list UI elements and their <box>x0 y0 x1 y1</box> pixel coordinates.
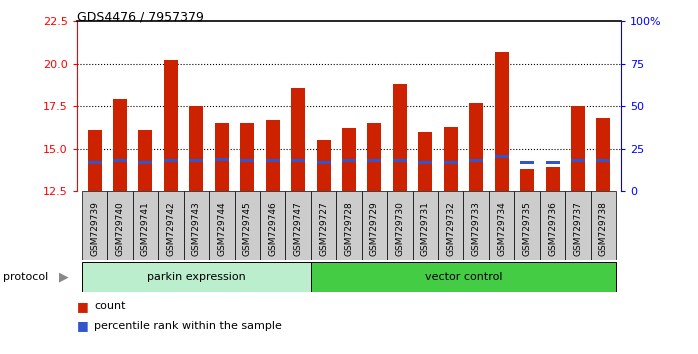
Bar <box>311 262 616 292</box>
Bar <box>184 191 209 260</box>
Bar <box>520 161 534 164</box>
Bar <box>209 191 235 260</box>
Text: GSM729735: GSM729735 <box>523 201 532 256</box>
Text: ■: ■ <box>77 319 89 332</box>
Bar <box>418 132 432 191</box>
Text: GSM729727: GSM729727 <box>319 201 328 256</box>
Bar <box>158 191 184 260</box>
Bar <box>113 159 127 162</box>
Bar <box>138 130 152 191</box>
Text: GSM729737: GSM729737 <box>574 201 582 256</box>
Bar <box>367 123 381 191</box>
Text: protocol: protocol <box>3 272 49 282</box>
Bar <box>367 159 381 162</box>
Bar <box>113 99 127 191</box>
Bar <box>107 191 133 260</box>
Text: GSM729747: GSM729747 <box>294 201 303 256</box>
Bar <box>571 106 585 191</box>
Text: GSM729746: GSM729746 <box>268 201 277 256</box>
Bar <box>260 191 285 260</box>
Text: GSM729730: GSM729730 <box>395 201 404 256</box>
Bar <box>546 167 560 191</box>
Text: GSM729745: GSM729745 <box>243 201 252 256</box>
Text: GSM729744: GSM729744 <box>217 201 226 256</box>
Text: ■: ■ <box>77 300 89 313</box>
Bar <box>138 161 152 164</box>
Text: GSM729741: GSM729741 <box>141 201 150 256</box>
Text: GSM729736: GSM729736 <box>548 201 557 256</box>
Bar <box>317 140 331 191</box>
Bar <box>342 128 356 191</box>
Text: GSM729728: GSM729728 <box>345 201 353 256</box>
Bar <box>87 130 102 191</box>
Bar <box>418 161 432 164</box>
Bar <box>240 123 254 191</box>
Text: GDS4476 / 7957379: GDS4476 / 7957379 <box>77 11 204 24</box>
Bar <box>291 87 305 191</box>
Text: count: count <box>94 301 126 311</box>
Text: GSM729740: GSM729740 <box>116 201 124 256</box>
Text: vector control: vector control <box>425 272 503 282</box>
Bar <box>571 159 585 162</box>
Bar <box>469 159 483 162</box>
Bar <box>133 191 158 260</box>
Bar <box>336 191 362 260</box>
Bar <box>342 159 356 162</box>
Bar <box>438 191 463 260</box>
Bar <box>591 191 616 260</box>
Bar <box>285 191 311 260</box>
Bar <box>520 169 534 191</box>
Bar <box>164 60 178 191</box>
Bar <box>495 52 509 191</box>
Bar <box>393 84 407 191</box>
Bar <box>596 159 611 162</box>
Text: ▶: ▶ <box>59 270 69 283</box>
Text: GSM729732: GSM729732 <box>446 201 455 256</box>
Bar <box>266 120 280 191</box>
Bar <box>546 161 560 164</box>
Bar <box>266 159 280 162</box>
Bar <box>235 191 260 260</box>
Bar <box>240 159 254 162</box>
Bar <box>189 106 203 191</box>
Bar <box>387 191 413 260</box>
Bar <box>215 123 229 191</box>
Bar <box>164 159 178 162</box>
Bar <box>514 191 540 260</box>
Text: GSM729729: GSM729729 <box>370 201 379 256</box>
Bar <box>444 127 458 191</box>
Bar <box>291 159 305 162</box>
Text: GSM729743: GSM729743 <box>192 201 201 256</box>
Bar <box>565 191 591 260</box>
Bar <box>489 191 514 260</box>
Bar <box>463 191 489 260</box>
Text: GSM729739: GSM729739 <box>90 201 99 256</box>
Bar <box>444 161 458 164</box>
Bar <box>596 118 611 191</box>
Bar <box>189 159 203 162</box>
Text: GSM729738: GSM729738 <box>599 201 608 256</box>
Bar <box>362 191 387 260</box>
Text: GSM729733: GSM729733 <box>472 201 481 256</box>
Bar <box>317 161 331 164</box>
Text: parkin expression: parkin expression <box>147 272 246 282</box>
Text: percentile rank within the sample: percentile rank within the sample <box>94 321 282 331</box>
Bar <box>311 191 336 260</box>
Text: GSM729734: GSM729734 <box>497 201 506 256</box>
Bar <box>87 161 102 164</box>
Bar <box>469 103 483 191</box>
Bar <box>393 159 407 162</box>
Bar <box>540 191 565 260</box>
Bar <box>82 262 311 292</box>
Bar <box>82 191 107 260</box>
Text: GSM729742: GSM729742 <box>166 201 175 256</box>
Bar <box>215 158 229 161</box>
Text: GSM729731: GSM729731 <box>421 201 430 256</box>
Bar <box>413 191 438 260</box>
Bar <box>495 155 509 158</box>
